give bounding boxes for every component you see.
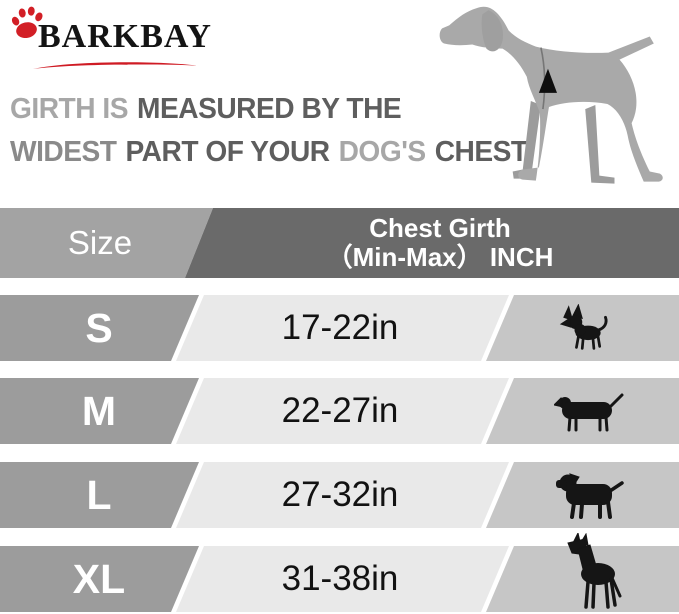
dog-girth-diagram [439,6,663,184]
dog-ear [481,10,503,52]
header-size-label: Size [67,224,133,261]
header-girth-cell-bg [185,208,679,278]
girth-cell-bg [176,546,509,612]
girth-line [540,47,546,110]
girth-value: 31-38in [281,559,399,598]
table-header-row: Size Chest Girth （Min-Max） INCH [0,208,679,278]
dachshund-icon [554,393,624,432]
headline-word: CHEST. [434,136,533,168]
headline-word: MEASURED BY THE [137,93,402,125]
girth-instruction-text: GIRTH IS MEASURED BY THE WIDEST PART OF YO… [10,88,532,174]
headline-word: WIDEST [10,136,117,168]
chihuahua-icon [559,304,608,350]
table-row-l: L 27-32in [0,462,679,528]
red-underline-swoosh [32,62,198,69]
girth-arrow-icon [538,68,558,93]
size-label: S [85,305,113,351]
table-row-s: S 17-22in [0,295,679,361]
size-cell-bg [0,295,199,361]
headline-word: DOG'S [338,136,427,168]
headline-word: PART OF YOUR [125,136,330,168]
header-girth-line2: （Min-Max） INCH [326,242,554,272]
girth-cell-bg [176,378,509,444]
headline-line-2: WIDEST PART OF YOUR DOG'S CHEST. [10,131,532,174]
rottweiler-icon [556,473,624,519]
header-girth-line1: Chest Girth [369,213,511,243]
headline-word: GIRTH IS [10,93,129,125]
size-cell-bg [0,462,199,528]
paw-print-icon [11,6,43,39]
great-dane-icon [567,533,622,609]
size-label: XL [72,556,126,602]
header-girth-label: Chest Girth （Min-Max） INCH [220,214,660,272]
dog-far-legs [512,101,615,184]
table-row-xl: XL 31-38in [0,533,679,612]
girth-value: 17-22in [281,308,399,347]
header-size-cell-bg [0,208,213,278]
brand-logo: BARKBAY [8,4,218,76]
brand-name: BARKBAY [38,18,212,55]
girth-cell-bg [176,462,509,528]
size-cell-bg [0,546,199,612]
girth-value: 22-27in [281,391,399,430]
dog-silhouette [439,6,663,182]
headline-line-1: GIRTH IS MEASURED BY THE [10,88,514,131]
girth-value: 27-32in [281,475,399,514]
table-row-m: M 22-27in [0,378,679,444]
size-cell-bg [0,378,199,444]
girth-cell-bg [176,295,509,361]
size-label: L [86,472,112,518]
size-label: M [81,388,117,434]
